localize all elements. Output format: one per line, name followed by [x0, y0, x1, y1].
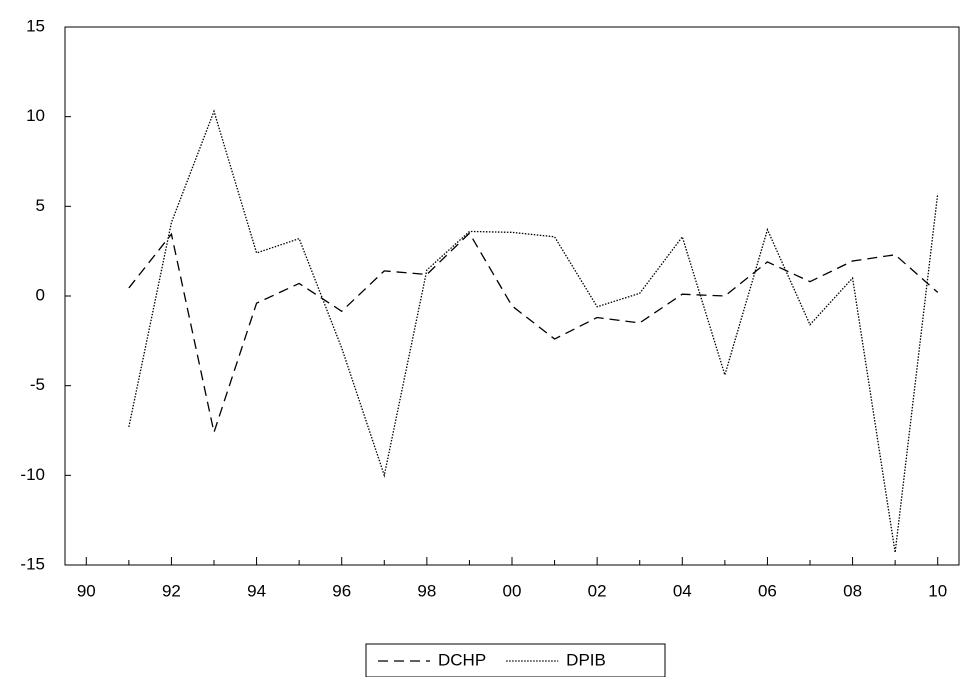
x-tick-label: 96	[332, 581, 351, 600]
series-line	[128, 232, 939, 435]
y-tick-label: 10	[26, 106, 45, 125]
y-tick-label: 0	[36, 285, 45, 304]
x-tick-label: 90	[77, 581, 96, 600]
y-tick-label: -5	[30, 375, 45, 394]
x-tick-label: 02	[588, 581, 607, 600]
x-tick-label: 08	[843, 581, 862, 600]
legend-label: DPIB	[566, 650, 606, 669]
legend: DCHP DPIB	[365, 643, 666, 677]
x-tick-label: 00	[503, 581, 522, 600]
x-tick-label: 10	[928, 581, 947, 600]
x-tick-label: 98	[417, 581, 436, 600]
y-tick-label: 15	[26, 16, 45, 35]
series-line	[128, 109, 939, 553]
x-tick-label: 94	[247, 581, 266, 600]
y-tick-label: -10	[20, 465, 45, 484]
x-tick-label: 04	[673, 581, 692, 600]
x-tick-label: 92	[162, 581, 181, 600]
y-tick-label: 5	[36, 196, 45, 215]
y-tick-label: -15	[20, 554, 45, 573]
plot-frame	[64, 26, 960, 566]
legend-label: DCHP	[438, 650, 486, 669]
x-tick-label: 06	[758, 581, 777, 600]
